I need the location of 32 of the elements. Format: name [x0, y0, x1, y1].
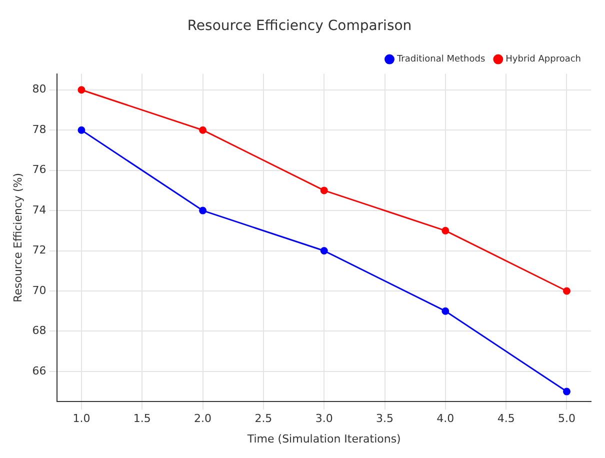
point	[78, 126, 86, 134]
point	[78, 86, 86, 94]
point	[442, 307, 450, 315]
x-tick-label: 1.5	[133, 412, 151, 426]
x-tick-label: 3.5	[376, 412, 394, 426]
point	[562, 388, 570, 396]
x-tick-label: 1.0	[72, 412, 90, 426]
x-tick-label: 2.0	[194, 412, 212, 426]
chart-title: Resource Efficiency Comparison	[187, 18, 412, 34]
x-tick-label: 3.0	[315, 412, 333, 426]
point	[199, 206, 207, 214]
legend-label: Hybrid Approach	[506, 54, 582, 65]
point	[199, 126, 207, 134]
x-axis-title: Time (Simulation Iterations)	[246, 432, 401, 446]
x-tick-label: 4.0	[436, 412, 454, 426]
y-axis-title: Resource Efficiency (%)	[11, 172, 24, 302]
y-tick-label: 66	[32, 364, 46, 378]
point	[562, 287, 570, 295]
y-tick-label: 68	[32, 324, 46, 338]
point	[320, 186, 328, 194]
y-tick-label: 74	[32, 203, 46, 216]
point	[442, 226, 450, 234]
x-tick-label: 2.5	[254, 412, 272, 426]
x-tick-label: 5.0	[558, 412, 576, 426]
y-tick-label: 80	[32, 82, 46, 96]
y-tick-label: 78	[32, 122, 46, 136]
legend-label: Traditional Methods	[396, 54, 486, 65]
y-tick-label: 76	[32, 163, 46, 176]
y-tick-label: 70	[32, 284, 46, 297]
x-tick-label: 4.5	[497, 412, 515, 426]
y-tick-label: 72	[32, 244, 46, 257]
point	[320, 247, 328, 255]
